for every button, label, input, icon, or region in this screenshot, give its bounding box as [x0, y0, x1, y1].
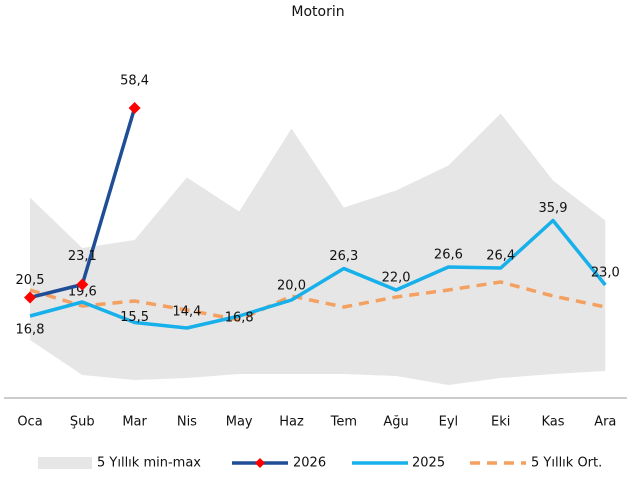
chart-title: Motorin: [291, 4, 344, 20]
data-label: 35,9: [539, 201, 568, 216]
legend-swatch: [38, 457, 92, 469]
legend-label: 5 Yıllık Ort.: [531, 456, 602, 471]
x-tick-label: Ağu: [383, 415, 408, 430]
min-max-band: [30, 113, 606, 385]
series-line: [29, 280, 606, 322]
data-label: 26,6: [434, 248, 463, 263]
x-tick-label: Haz: [279, 415, 304, 430]
data-label: 20,5: [16, 273, 45, 288]
x-tick-label: Mar: [122, 415, 147, 430]
x-tick-label: Nis: [177, 415, 197, 430]
x-tick-label: Eki: [491, 415, 510, 430]
data-label: 23,1: [68, 249, 97, 264]
data-label: 58,4: [120, 74, 149, 89]
x-tick-label: Eyl: [439, 415, 459, 430]
data-label: 16,8: [16, 323, 45, 338]
data-label: 23,0: [591, 266, 620, 281]
data-label: 20,0: [277, 279, 306, 294]
legend-label: 2025: [412, 456, 445, 471]
x-tick-label: Şub: [70, 415, 95, 430]
data-label: 14,4: [172, 305, 201, 320]
x-tick-label: Ara: [594, 415, 616, 430]
legend-label: 5 Yıllık min-max: [97, 456, 201, 471]
x-tick-label: Kas: [541, 415, 564, 430]
marker: [24, 291, 36, 304]
x-tick-label: Tem: [330, 415, 357, 430]
data-label: 26,4: [486, 249, 515, 264]
x-tick-label: May: [226, 415, 253, 430]
data-label: 19,6: [68, 285, 97, 300]
legend-label: 2026: [293, 456, 326, 471]
data-label: 26,3: [329, 249, 358, 264]
legend-marker: [255, 458, 265, 468]
data-label: 16,8: [225, 311, 254, 326]
marker: [128, 102, 141, 114]
series-line: [29, 218, 607, 330]
marker: [76, 278, 89, 291]
x-tick-label: Oca: [17, 415, 42, 430]
data-label: 22,0: [382, 271, 411, 286]
data-label: 15,5: [120, 310, 149, 325]
